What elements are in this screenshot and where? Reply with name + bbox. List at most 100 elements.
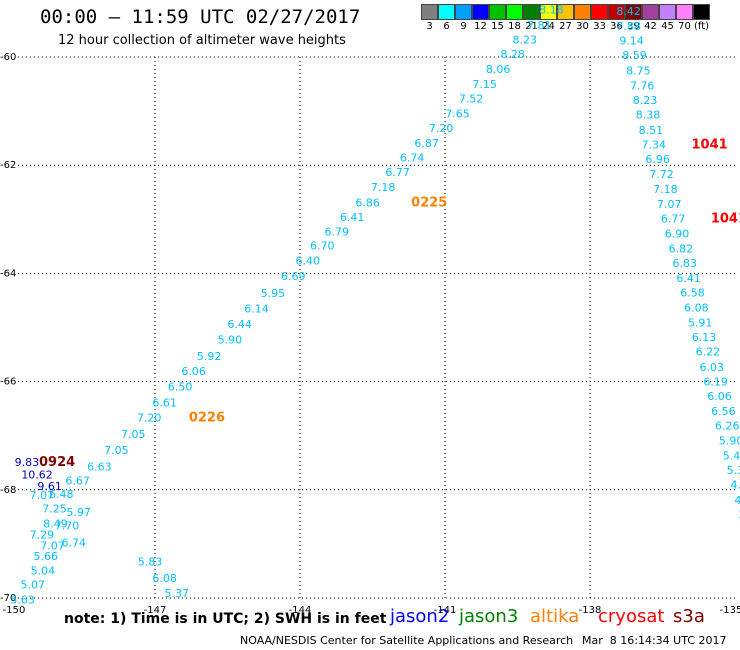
swh-value-label: 7.25 (42, 503, 67, 516)
swh-value-label: 5.92 (197, 350, 222, 363)
legend-s3a: s3a (673, 606, 705, 627)
swh-value-label: 6.83 (672, 257, 697, 270)
color-scale (421, 4, 710, 20)
swh-value-label: 6.06 (181, 365, 206, 378)
swh-value-label: 5.37 (165, 587, 190, 600)
swh-value-label: 6.67 (65, 474, 90, 487)
scale-swatch (642, 4, 659, 20)
swh-value-label: 3.34 (738, 508, 740, 521)
timestamp-text: Mar 8 16:14:34 UTC 2017 (582, 634, 727, 647)
swh-value-label: 6.74 (62, 537, 87, 550)
swh-value-label: 7.76 (630, 79, 655, 92)
scale-label: 39 (627, 21, 640, 32)
pass-time-label: 0224 (580, 0, 616, 3)
pass-time-label: 0924 (39, 455, 75, 470)
scale-label: 42 (644, 21, 657, 32)
scale-swatch (659, 4, 676, 20)
swh-value-label: 6.50 (168, 380, 193, 393)
scale-label: 70 (678, 21, 691, 32)
x-tick-label: -150 (3, 605, 26, 616)
swh-value-label: 7.07 (657, 198, 682, 211)
swh-value-label: 6.19 (703, 375, 728, 388)
scale-label: 18 (508, 21, 521, 32)
scale-swatch (591, 4, 608, 20)
swh-value-label: 6.74 (400, 151, 425, 164)
swh-value-label: 7.72 (649, 168, 674, 181)
swh-value-label: 7.07 (40, 539, 65, 552)
chart-title: 00:00 — 11:59 UTC 02/27/2017 (40, 6, 361, 28)
swh-value-label: 9.61 (37, 480, 62, 493)
swh-value-label: 7.20 (429, 122, 454, 135)
scale-label: 12 (474, 21, 487, 32)
swh-value-label: 6.48 (49, 488, 74, 501)
grid (18, 56, 735, 599)
swh-value-label: 6.79 (324, 226, 349, 239)
swh-value-label: 8.18 (539, 4, 564, 17)
swh-value-label: 7.81 (527, 19, 552, 32)
swh-value-label: 6.77 (661, 213, 686, 226)
scale-swatch (557, 4, 574, 20)
swh-value-label: 6.06 (707, 390, 732, 403)
scale-label: 36 (610, 21, 623, 32)
y-tick-label: -66 (0, 377, 16, 388)
data-points: 5.836.085.376.747.707.257.075.976.486.67… (10, 0, 740, 606)
swh-value-label: 6.22 (696, 346, 721, 359)
scale-swatch (523, 4, 540, 20)
axis-tick-labels: -150 -147 -144 -141 -138 -135 -60 -62 -64 -66 -68 -… (0, 52, 740, 616)
swh-value-label: 7.15 (472, 78, 497, 91)
swh-value-label: 8.75 (626, 64, 651, 77)
scale-swatch (489, 4, 506, 20)
swh-value-label: 8.38 (636, 109, 661, 122)
swh-value-label: 6.96 (645, 153, 670, 166)
y-tick-label: -62 (0, 160, 16, 171)
pass-time-label: 0225 (411, 195, 447, 210)
swh-value-label: 7.20 (137, 412, 162, 425)
scale-swatch (693, 4, 710, 20)
swh-value-label: 5.04 (31, 565, 56, 578)
swh-value-label: 8.42 (616, 5, 641, 18)
swh-value-label: 5.39 (727, 464, 740, 477)
scale-label: 45 (661, 21, 674, 32)
chart-subtitle: 12 hour collection of altimeter wave hei… (58, 33, 346, 48)
swh-value-label: 5.66 (34, 550, 59, 563)
scale-label: 3 (426, 21, 433, 32)
swh-value-label: 7.18 (653, 183, 678, 196)
swh-value-label: 6.40 (295, 255, 320, 268)
legend-jason2: jason2 (390, 606, 450, 627)
swh-value-label: 5.44 (723, 450, 740, 463)
credit-text: NOAA/NESDIS Center for Satellite Applica… (240, 634, 574, 647)
y-tick-label: -60 (0, 52, 16, 63)
swh-value-label: 6.56 (711, 405, 736, 418)
scale-label: 27 (559, 21, 572, 32)
scale-swatch (574, 4, 591, 20)
x-tick-label: -138 (579, 605, 602, 616)
swh-value-label: 6.44 (227, 318, 252, 331)
swh-value-label: 5.83 (138, 556, 163, 569)
swh-value-label: 7.07 (30, 489, 55, 502)
swh-value-label: 7.52 (459, 92, 484, 105)
swh-value-label: 6.70 (310, 240, 335, 253)
swh-value-label: 8.28 (500, 48, 525, 61)
swh-value-label: 5.97 (66, 506, 91, 519)
scale-label: (ft) (693, 21, 710, 32)
swh-value-label: 7.05 (121, 428, 146, 441)
swh-value-label: 6.63 (87, 460, 112, 473)
scale-label: 15 (491, 21, 504, 32)
swh-value-label: 8.49 (43, 518, 68, 531)
swh-value-label: 6.41 (340, 211, 365, 224)
pass-time-label: 1041 (711, 212, 740, 227)
y-tick-label: -64 (0, 268, 16, 279)
legend-cryosat: cryosat (598, 606, 665, 627)
scale-swatch (676, 4, 693, 20)
x-tick-label: -144 (289, 605, 312, 616)
swh-value-label: 8.51 (639, 124, 664, 137)
scale-swatch (506, 4, 523, 20)
color-scale-labels: 3 6 9 12 15 18 21 24 27 30 33 36 39 42 45 70 (ft) (421, 21, 710, 32)
swh-value-label: 5.90 (218, 334, 243, 347)
swh-value-label: 8.23 (633, 94, 658, 107)
swh-value-label: 7.88 (616, 20, 641, 33)
swh-value-label: 5.95 (261, 287, 286, 300)
scale-label: 9 (460, 21, 467, 32)
